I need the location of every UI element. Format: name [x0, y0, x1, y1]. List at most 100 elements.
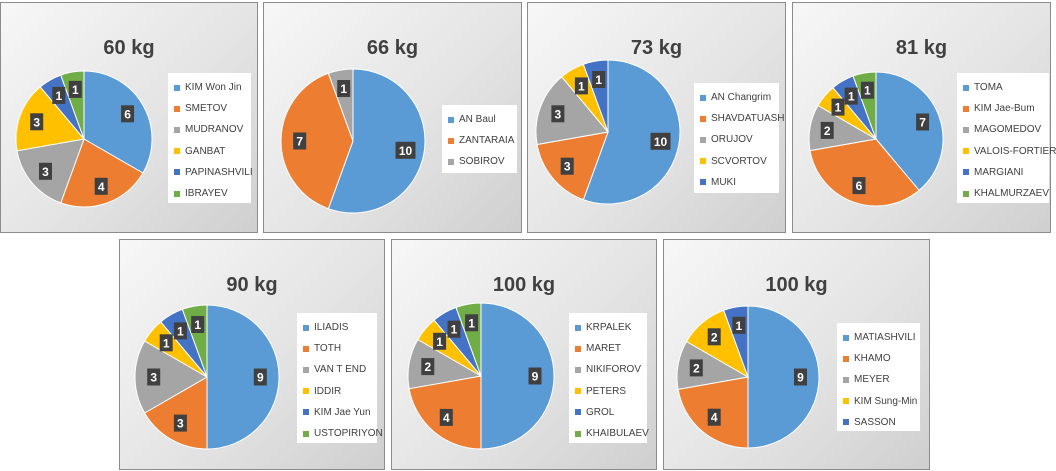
legend-item: KHALMURZAEV: [963, 183, 1049, 204]
data-label: 1: [451, 323, 458, 337]
legend-label: MARGIANI: [974, 166, 1024, 178]
legend-label: KHAMO: [854, 353, 891, 365]
pie-chart: 6 4 3 3 1 1: [15, 70, 153, 208]
legend-item: PAPINASHVILI: [174, 162, 253, 183]
legend-label: MUDRANOV: [185, 124, 244, 136]
legend-item: TOTH: [303, 338, 371, 359]
pie-slice-matiashvili: [747, 305, 820, 449]
legend-label: TOTH: [314, 343, 342, 355]
legend-label: MAGOMEDOV: [974, 124, 1042, 136]
data-label: 9: [532, 370, 539, 384]
data-label: 3: [555, 107, 562, 121]
legend-label: SHAVDATUASH: [711, 113, 785, 125]
data-label-box: [293, 132, 307, 150]
legend: AN Baul ZANTARAIA SOBIROV: [442, 105, 517, 173]
chart-panel: 66 kg 10 7 1 AN Baul ZANTARAIA SOBIROV: [263, 2, 522, 233]
legend-swatch: [575, 324, 581, 331]
legend-label: AN Changrim: [711, 92, 772, 104]
legend-swatch: [575, 388, 581, 395]
chart-panel: 90 kg 9 3 3 1 1 1 ILIADIS TOTH VAN T END IDDIR KIM …: [119, 239, 385, 470]
legend-label: TOMA: [974, 82, 1003, 94]
data-label-box: [395, 141, 416, 159]
data-label-box: [852, 177, 866, 195]
legend-label: VAN T END: [314, 364, 367, 376]
data-label: 2: [824, 124, 831, 138]
legend-label: KHALMURZAEV: [974, 188, 1050, 200]
legend-item: MATIASHVILI: [843, 327, 916, 348]
pie-slice-orujov: [535, 76, 609, 146]
data-label-box: [794, 368, 807, 386]
data-label-box: [465, 314, 479, 332]
data-label-box: [30, 113, 44, 131]
legend-item: KRPALEK: [575, 317, 641, 338]
pie-slice-an-baul: [327, 68, 426, 214]
data-label: 1: [55, 89, 62, 103]
legend-swatch: [303, 345, 309, 352]
legend-item: KHAMO: [843, 348, 914, 369]
data-label: 1: [848, 90, 855, 104]
chart-panel: 100 kg 9 4 2 2 1 MATIASHVILI KHAMO MEYER KIM Sung…: [663, 239, 930, 470]
chart-panel: 100 kg 9 4 2 1 1 1 KRPALEK MARET NIKIFOROV PETERS G…: [391, 239, 657, 470]
legend-label: IDDIR: [314, 385, 342, 397]
data-label: 6: [124, 107, 131, 121]
legend-swatch: [963, 126, 969, 133]
data-label: 4: [98, 180, 105, 194]
legend-swatch: [303, 430, 309, 437]
data-label-box: [844, 87, 858, 105]
pie-slice-iliadis: [206, 304, 280, 450]
data-label-box: [433, 332, 447, 350]
legend-item: KHAIBULAEV: [575, 423, 649, 444]
legend-label: KIM Sung-Min: [854, 395, 918, 407]
legend-swatch: [174, 126, 180, 133]
legend-label: MEYER: [854, 374, 890, 386]
legend-item: ZANTARAIA: [448, 130, 514, 151]
legend-item: AN Changrim: [700, 87, 773, 108]
data-label: 4: [711, 411, 718, 425]
legend-label: SMETOV: [185, 103, 228, 115]
legend-label: PAPINASHVILI: [185, 166, 253, 178]
pie-slice-ganbat: [15, 86, 85, 152]
data-label-box: [94, 177, 108, 195]
legend-swatch: [843, 334, 849, 341]
legend-item: IDDIR: [303, 381, 371, 402]
legend-label: KIM Won Jin: [185, 82, 242, 94]
legend-item: MARGIANI: [963, 162, 1043, 183]
data-label-box: [173, 414, 187, 432]
data-label-box: [650, 132, 671, 150]
legend-swatch: [174, 148, 180, 155]
legend-swatch: [174, 190, 180, 197]
data-label: 7: [919, 116, 926, 130]
data-label-box: [689, 359, 703, 377]
data-label-box: [253, 368, 267, 386]
data-label: 2: [424, 360, 431, 374]
legend-swatch: [303, 388, 309, 395]
data-label-box: [191, 316, 205, 333]
legend-swatch: [174, 84, 180, 91]
legend-label: KHAIBULAEV: [586, 428, 649, 440]
legend-swatch: [174, 105, 180, 112]
legend-label: MATIASHVILI: [854, 332, 916, 344]
legend-swatch: [700, 94, 706, 101]
legend-swatch: [963, 84, 969, 91]
pie-chart: 10 3 3 1 1: [535, 59, 681, 205]
legend: ILIADIS TOTH VAN T END IDDIR KIM Jae Yun USTO…: [297, 313, 383, 443]
pie-slice-kim-won-jin: [83, 70, 153, 174]
data-label: 1: [177, 324, 184, 338]
data-label: 1: [578, 79, 585, 93]
legend-swatch: [963, 148, 969, 155]
legend-swatch: [575, 409, 581, 416]
legend-item: SHAVDATUASH: [700, 108, 785, 129]
pie-slice-toth: [143, 376, 208, 450]
data-label: 1: [163, 336, 170, 350]
legend-item: KIM Sung-Min: [843, 391, 918, 412]
data-label-box: [39, 162, 52, 180]
data-label-box: [860, 81, 874, 99]
data-label-box: [916, 113, 930, 131]
pie-slice-an-changrim: [582, 59, 681, 205]
legend-swatch: [303, 324, 309, 331]
pie-slice-kim-jae-bum: [809, 138, 920, 207]
data-label-box: [52, 86, 66, 104]
data-label: 9: [797, 371, 804, 385]
